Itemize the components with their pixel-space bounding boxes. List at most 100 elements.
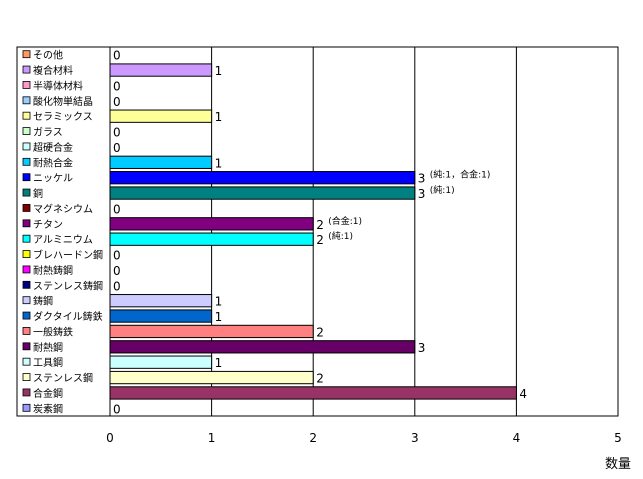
annotation-label: (純:1，合金:1) xyxy=(430,169,491,181)
value-label: 3 xyxy=(418,341,426,355)
x-tick-label: 4 xyxy=(513,431,521,445)
value-label: 3 xyxy=(418,187,426,201)
annotation-label: (純:1) xyxy=(430,184,455,196)
legend-label: ダクタイル鋳鉄 xyxy=(33,310,103,323)
value-label: 0 xyxy=(113,95,121,109)
legend-label: 耐熱鋳鋼 xyxy=(33,264,73,277)
bar xyxy=(109,171,416,185)
legend-label: 炭素鋼 xyxy=(33,402,63,415)
x-tick-label: 3 xyxy=(411,431,419,445)
legend-label: ブレハードン鋼 xyxy=(33,249,103,262)
legend-label: 工具鋼 xyxy=(33,356,63,369)
bar xyxy=(109,309,213,323)
legend-swatch xyxy=(22,342,31,351)
legend-box xyxy=(16,46,111,417)
bar xyxy=(109,217,314,231)
legend-swatch xyxy=(22,157,31,166)
legend-swatch xyxy=(22,280,31,289)
value-label: 2 xyxy=(316,325,324,339)
legend-swatch xyxy=(22,373,31,381)
legend-swatch xyxy=(22,50,31,59)
legend-label: 一般鋳鉄 xyxy=(33,325,73,338)
legend-label: マグネシウム xyxy=(33,202,93,215)
value-label: 0 xyxy=(113,79,121,93)
legend-label: アルミニウム xyxy=(33,234,93,246)
legend-label: チタン xyxy=(33,219,63,231)
bar xyxy=(109,324,314,339)
legend-label: 合金鋼 xyxy=(33,387,63,400)
bar xyxy=(109,340,416,354)
bars xyxy=(109,63,517,400)
plot-area xyxy=(109,46,619,417)
legend-label: 銅 xyxy=(33,187,43,200)
legend-entries: その他複合材料半導体材料酸化物単結晶セラミックスガラス超硬合金耐熱合金ニッケル銅… xyxy=(22,49,103,415)
x-tick-label: 1 xyxy=(208,431,216,445)
legend-swatch xyxy=(22,234,31,243)
bar xyxy=(109,109,213,123)
legend-swatch xyxy=(22,142,31,151)
legend-swatch xyxy=(22,65,31,74)
bar xyxy=(109,386,517,400)
value-label: 3 xyxy=(418,172,426,186)
value-label: 2 xyxy=(316,372,324,386)
value-label: 0 xyxy=(113,49,121,63)
legend-swatch xyxy=(22,250,31,258)
legend-label: 複合材料 xyxy=(33,64,73,77)
legend-swatch xyxy=(22,96,31,105)
value-label: 0 xyxy=(113,279,121,293)
x-tick-label: 0 xyxy=(106,431,114,445)
legend-label: 半導体材料 xyxy=(33,79,83,92)
legend-label: 耐熱合金 xyxy=(33,156,73,169)
legend-label: 耐熱鋼 xyxy=(33,341,63,354)
bar xyxy=(109,186,416,200)
bar xyxy=(109,355,213,369)
x-tick-label: 5 xyxy=(614,431,622,445)
bar xyxy=(109,232,314,246)
value-label: 0 xyxy=(113,402,121,416)
value-label: 0 xyxy=(113,126,121,140)
annotation-label: (合金:1) xyxy=(328,215,362,227)
x-axis-title: 数量 xyxy=(605,457,631,472)
legend-swatch xyxy=(22,403,31,412)
legend-label: ガラス xyxy=(33,127,63,139)
legend-label: ニッケル xyxy=(33,173,73,185)
legend-swatch xyxy=(22,219,31,228)
legend-label: その他 xyxy=(33,49,63,62)
value-label: 0 xyxy=(113,141,121,155)
value-label: 1 xyxy=(215,110,223,124)
bar xyxy=(109,63,213,77)
annotation-label: (純:1) xyxy=(328,230,353,242)
value-label: 4 xyxy=(519,387,527,401)
legend-swatch xyxy=(22,81,31,89)
bar xyxy=(109,155,213,169)
legend-swatch xyxy=(22,357,31,366)
value-label: 1 xyxy=(215,356,223,370)
legend-label: ステンレス鋳鋼 xyxy=(33,279,103,292)
legend-swatch xyxy=(22,265,31,274)
value-label: 0 xyxy=(113,202,121,216)
value-label: 2 xyxy=(316,218,324,232)
value-label: 1 xyxy=(215,295,223,309)
legend-swatch xyxy=(22,188,31,197)
legend-swatch xyxy=(22,311,31,320)
legend-swatch xyxy=(22,127,31,135)
value-label: 0 xyxy=(113,264,121,278)
bar xyxy=(109,294,213,308)
legend-label: 超硬合金 xyxy=(33,141,73,154)
legend-swatch xyxy=(22,111,31,120)
legend-label: セラミックス xyxy=(33,111,93,123)
gridlines xyxy=(211,47,517,416)
legend-label: 酸化物単結晶 xyxy=(33,95,93,108)
legend-swatch xyxy=(22,327,31,335)
bar xyxy=(109,370,314,385)
value-label: 1 xyxy=(215,156,223,170)
value-label: 1 xyxy=(215,310,223,324)
legend-swatch xyxy=(22,296,31,305)
value-label: 0 xyxy=(113,249,121,263)
value-label: 1 xyxy=(215,64,223,78)
x-tick-label: 2 xyxy=(309,431,317,445)
legend-swatch xyxy=(22,204,31,212)
legend-label: ステンレス鋼 xyxy=(33,372,93,385)
